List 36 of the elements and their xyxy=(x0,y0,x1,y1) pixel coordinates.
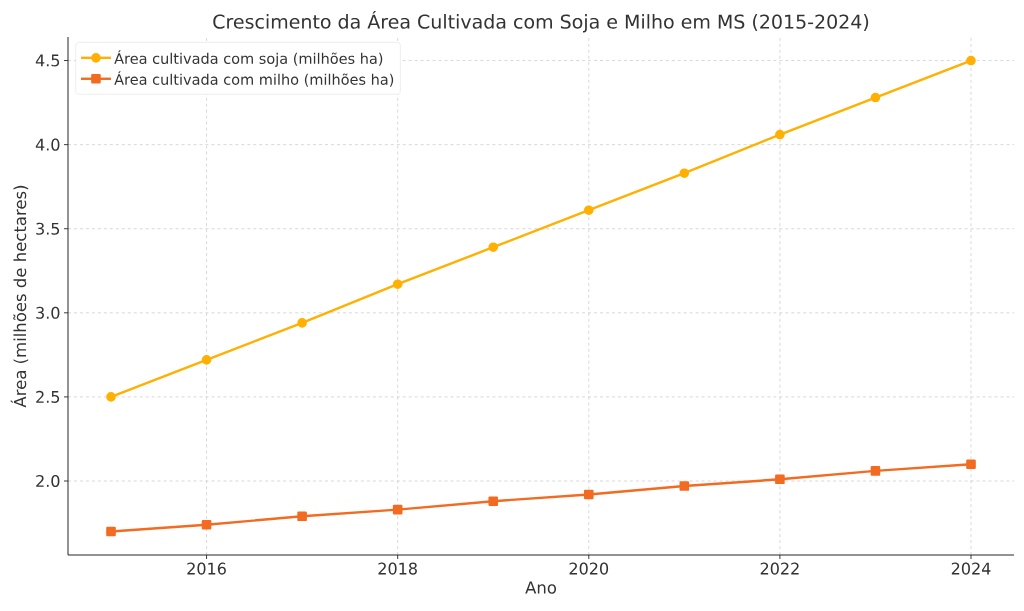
point xyxy=(297,511,307,522)
point xyxy=(297,318,307,328)
point xyxy=(488,496,499,506)
y-tick-label: 4.5 xyxy=(35,54,60,67)
point xyxy=(870,466,881,476)
point xyxy=(392,504,403,515)
point xyxy=(106,526,116,537)
point xyxy=(583,205,594,216)
legend-label: Área cultivada com soja (milhões ha) xyxy=(114,50,383,67)
x-tick-label: 2024 xyxy=(951,562,991,575)
point xyxy=(201,519,212,530)
point xyxy=(775,129,785,140)
point xyxy=(775,474,785,485)
point xyxy=(201,355,212,365)
x-tick-label: 2022 xyxy=(760,562,799,575)
point xyxy=(679,481,690,491)
x-axis-title: Ano xyxy=(525,581,557,594)
point xyxy=(488,242,499,253)
point xyxy=(966,55,976,66)
point xyxy=(966,459,976,469)
point xyxy=(106,392,116,402)
x-tick-label: 2020 xyxy=(569,562,609,575)
y-tick-label: 4.0 xyxy=(35,138,60,151)
legend-label: Área cultivada com milho (milhões ha) xyxy=(114,71,394,87)
x-tick-label: 2016 xyxy=(187,562,226,575)
point xyxy=(870,92,881,103)
x-tick-label: 2018 xyxy=(378,562,417,575)
y-axis-title: Área (milhões de hectares) xyxy=(10,185,29,408)
chart-title: Crescimento da Área Cultivada com Soja e Milho em MS (2015-2024) xyxy=(213,10,869,33)
y-tick-label: 3.0 xyxy=(36,306,60,319)
y-tick-label: 2.0 xyxy=(36,474,60,488)
y-tick-label: 2.5 xyxy=(36,390,60,403)
point xyxy=(392,279,403,290)
point xyxy=(583,489,594,500)
point xyxy=(679,168,690,179)
y-tick-label: 3.5 xyxy=(36,222,60,235)
